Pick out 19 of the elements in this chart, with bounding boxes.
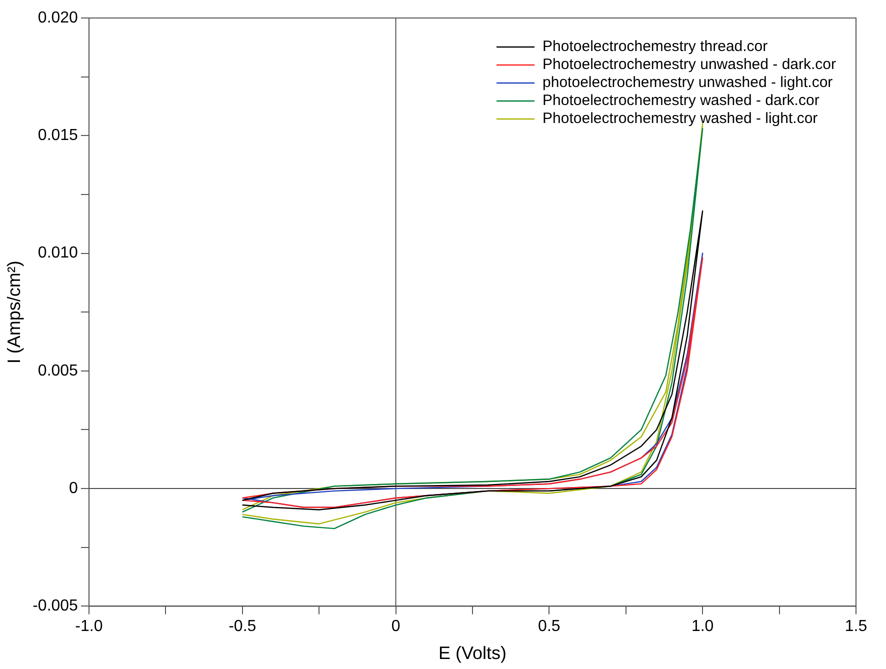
y-tick-label: -0.005 [32, 598, 78, 615]
x-tick-label: 1.0 [691, 618, 714, 636]
y-tick-label: 0.020 [38, 9, 78, 26]
x-tick-label: 0.5 [538, 618, 560, 636]
y-tick-label: 0.015 [38, 127, 78, 144]
x-tick-label: -1.0 [75, 618, 103, 636]
x-axis-title: E (Volts) [438, 643, 506, 664]
y-axis-title: I (Amps/cm²) [4, 260, 24, 364]
y-tick-label: 0.005 [38, 362, 78, 380]
legend-label: photoelectrochemestry unwashed - light.cor [542, 74, 833, 92]
legend-label: Photoelectrochemestry washed - light.cor [542, 110, 818, 128]
legend-label: Photoelectrochemestry unwashed - dark.cor [542, 56, 836, 74]
y-tick-label: 0 [69, 480, 78, 497]
x-tick-label: 1.5 [844, 618, 868, 636]
x-tick-label: -0.5 [228, 618, 256, 636]
legend-label: Photoelectrochemestry thread.cor [542, 38, 768, 56]
legend-label: Photoelectrochemestry washed - dark.cor [542, 92, 820, 110]
y-tick-label: 0.010 [38, 244, 78, 262]
x-tick-label: 0 [391, 618, 400, 636]
